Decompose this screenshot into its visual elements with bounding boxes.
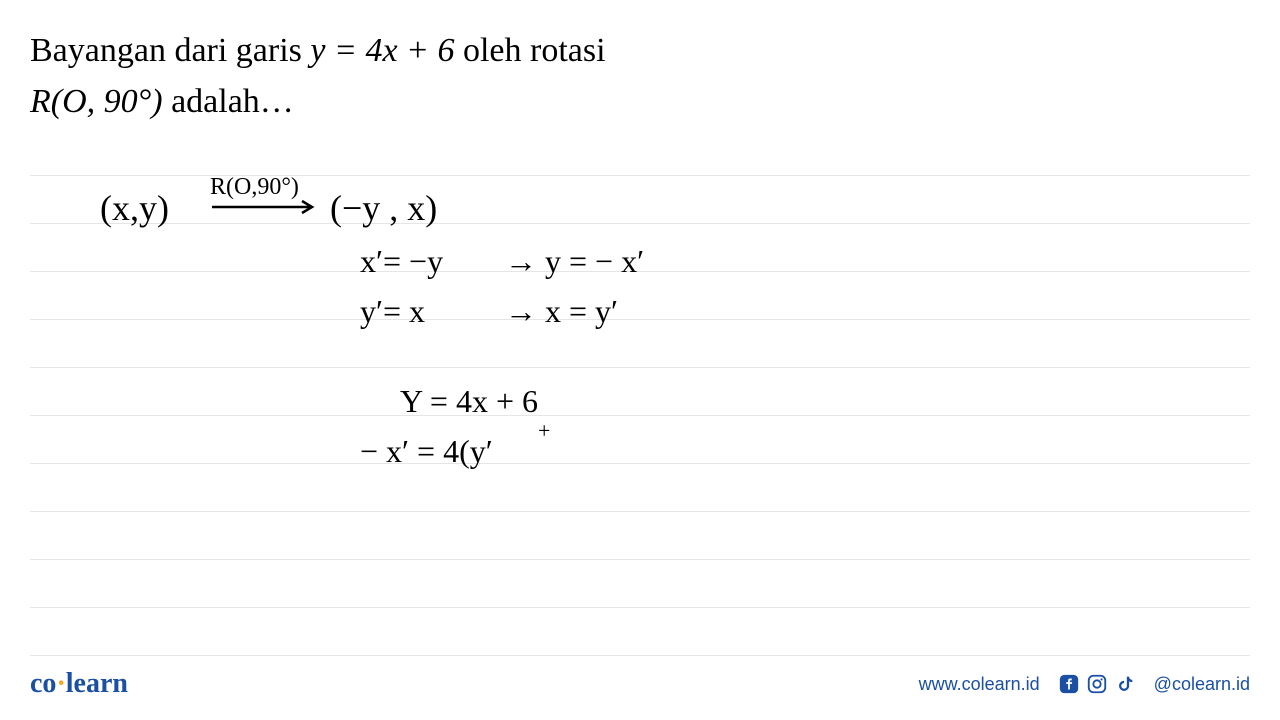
logo-dot: · bbox=[56, 668, 65, 699]
hw-arrow-x: → x = y′ bbox=[505, 295, 618, 327]
hw-transform-left: (x,y) bbox=[100, 190, 169, 226]
ruled-line bbox=[30, 367, 1250, 368]
ruled-line bbox=[30, 655, 1250, 656]
q-text-2: oleh rotasi bbox=[454, 32, 605, 69]
question-text: Bayangan dari garis y = 4x + 6 oleh rota… bbox=[30, 25, 1250, 127]
brand-logo: co·learn bbox=[30, 668, 128, 700]
website-link: www.colearn.id bbox=[919, 674, 1040, 695]
facebook-icon bbox=[1058, 673, 1080, 695]
ruled-line bbox=[30, 463, 1250, 464]
q-equation: y = 4x + 6 bbox=[310, 32, 454, 69]
ruled-line bbox=[30, 319, 1250, 320]
logo-text-learn: learn bbox=[66, 668, 128, 699]
ruled-line bbox=[30, 511, 1250, 512]
question-line-1: Bayangan dari garis y = 4x + 6 oleh rota… bbox=[30, 25, 1250, 76]
work-area: (x,y) R(O,90°) (−y , x) x′= −y → y = − x… bbox=[30, 175, 1250, 640]
hw-eq1: Y = 4x + 6 bbox=[400, 385, 538, 417]
hw-yprime: y′= x bbox=[360, 295, 425, 327]
q-text-1: Bayangan dari garis bbox=[30, 32, 310, 69]
hw-xprime: x′= −y bbox=[360, 245, 443, 277]
social-handle: @colearn.id bbox=[1154, 674, 1250, 695]
hw-arrow-y: → y = − x′ bbox=[505, 245, 644, 277]
logo-text-co: co bbox=[30, 668, 56, 699]
hw-eq2: − x′ = 4(y′ bbox=[360, 435, 493, 467]
ruled-line bbox=[30, 607, 1250, 608]
ruled-line bbox=[30, 223, 1250, 224]
q-text-3: adalah… bbox=[163, 83, 294, 120]
q-rotation: R(O, 90°) bbox=[30, 83, 163, 120]
footer-right: www.colearn.id @colearn.id bbox=[919, 673, 1250, 695]
social-icons bbox=[1058, 673, 1136, 695]
hw-eq2-fragment: + bbox=[538, 420, 550, 442]
hw-transform-label: R(O,90°) bbox=[210, 175, 299, 199]
ruled-line bbox=[30, 415, 1250, 416]
tiktok-icon bbox=[1114, 673, 1136, 695]
hw-transform-right: (−y , x) bbox=[330, 190, 437, 226]
instagram-icon bbox=[1086, 673, 1108, 695]
footer: co·learn www.colearn.id @colearn.id bbox=[30, 668, 1250, 700]
question-line-2: R(O, 90°) adalah… bbox=[30, 76, 1250, 127]
ruled-line bbox=[30, 559, 1250, 560]
arrow-icon bbox=[210, 197, 330, 217]
